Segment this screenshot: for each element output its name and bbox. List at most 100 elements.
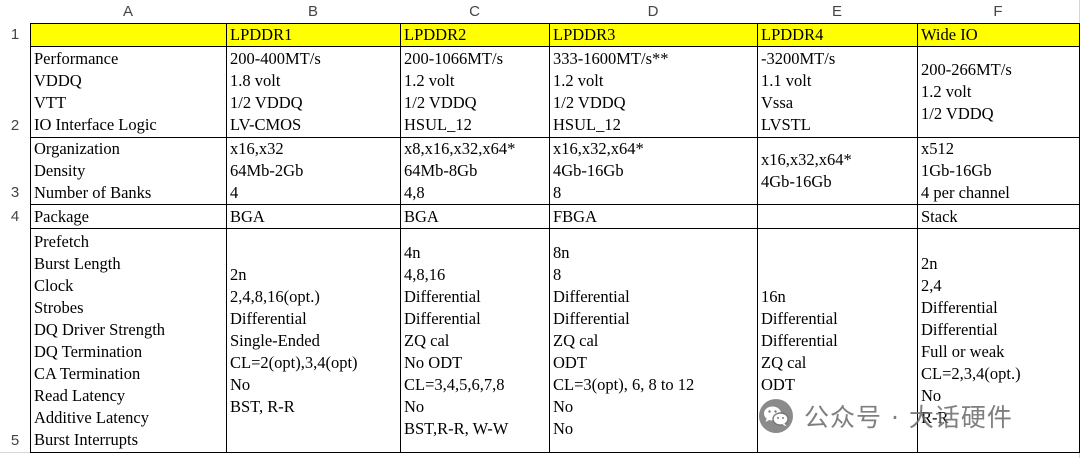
cell-text-line: Vssa bbox=[761, 93, 794, 112]
row-header-1[interactable]: 1 bbox=[0, 23, 31, 47]
cell-text-line: Stack bbox=[921, 206, 958, 226]
cell-text-line: LPDDR1 bbox=[230, 25, 293, 44]
cell-F6[interactable] bbox=[917, 453, 1080, 458]
cell-text-line: 4 bbox=[230, 183, 239, 202]
cell-F5[interactable]: 2n 2,4 Differential Differential Full or… bbox=[917, 228, 1080, 453]
cell-text-line: Differential bbox=[761, 308, 838, 328]
cell-B1[interactable]: LPDDR1 bbox=[226, 23, 401, 47]
cell-text-line: LVSTL bbox=[761, 115, 811, 134]
cell-D2[interactable]: 333-1600MT/s** 1.2 volt 1/2 VDDQ HSUL_12 bbox=[549, 46, 758, 138]
cell-text-line: 16n bbox=[761, 286, 786, 306]
cell-A6[interactable] bbox=[30, 453, 227, 458]
column-header-F[interactable]: F bbox=[917, 0, 1080, 24]
cell-A3[interactable]: Organization Density Number of Banks bbox=[30, 137, 227, 205]
cell-text-line: x16,x32,x64* bbox=[553, 139, 644, 158]
row-header-6[interactable] bbox=[0, 453, 31, 458]
cell-text-line: VDDQ bbox=[34, 71, 82, 90]
row-header-3[interactable]: 3 bbox=[0, 137, 31, 205]
row-header-4[interactable]: 4 bbox=[0, 204, 31, 229]
cell-text-line: 200-400MT/s bbox=[230, 49, 321, 68]
column-header-C[interactable]: C bbox=[400, 0, 550, 24]
cell-text-line: Wide IO bbox=[921, 25, 978, 44]
cell-D5[interactable]: 8n 8 Differential Differential ZQ cal OD… bbox=[549, 228, 758, 453]
cell-B4[interactable]: BGA bbox=[226, 204, 401, 229]
cell-text-line: HSUL_12 bbox=[553, 115, 621, 134]
cell-A5[interactable]: Prefetch Burst Length Clock Strobes DQ D… bbox=[30, 228, 227, 453]
cell-text-line: 333-1600MT/s** bbox=[553, 49, 669, 68]
cell-text-line: IO Interface Logic bbox=[34, 115, 157, 134]
cell-E1[interactable]: LPDDR4 bbox=[757, 23, 918, 47]
cell-text-line: No bbox=[553, 396, 574, 416]
cell-D1[interactable]: LPDDR3 bbox=[549, 23, 758, 47]
cell-text-line: ZQ cal bbox=[404, 330, 450, 350]
row-number: 3 bbox=[10, 184, 20, 201]
cell-F2[interactable]: 200-266MT/s 1.2 volt 1/2 VDDQ bbox=[917, 46, 1080, 138]
cell-text-line: No ODT bbox=[404, 352, 463, 372]
cell-text-line: 4 per channel bbox=[921, 183, 1010, 202]
cell-text-line: ODT bbox=[761, 374, 795, 394]
cell-text-line: Number of Banks bbox=[34, 183, 152, 202]
cell-F1[interactable]: Wide IO bbox=[917, 23, 1080, 47]
row-number: 2 bbox=[10, 117, 20, 134]
cell-text-line: 1/2 VDDQ bbox=[553, 93, 626, 112]
cell-text-line: LPDDR3 bbox=[553, 25, 616, 44]
cell-text-line: Performance bbox=[34, 49, 119, 68]
cell-text-line: 1.2 volt bbox=[553, 71, 604, 90]
cell-text-line: Differential bbox=[921, 297, 998, 317]
cell-E4[interactable] bbox=[757, 204, 918, 229]
cell-A2[interactable]: Performance VDDQ VTT IO Interface Logic bbox=[30, 46, 227, 138]
row-header-2[interactable]: 2 bbox=[0, 46, 31, 138]
row-header-5[interactable]: 5 bbox=[0, 228, 31, 453]
cell-text-line: HSUL_12 bbox=[404, 115, 472, 134]
cell-text-line: 1.2 volt bbox=[404, 71, 455, 90]
cell-C1[interactable]: LPDDR2 bbox=[400, 23, 550, 47]
cell-E3[interactable]: x16,x32,x64* 4Gb-16Gb bbox=[757, 137, 918, 205]
column-header-D[interactable]: D bbox=[549, 0, 758, 24]
cell-text-line: 200-266MT/s bbox=[921, 60, 1012, 79]
cell-text-line: CL=2,3,4(opt.) bbox=[921, 363, 1021, 383]
cell-text-line: 1.8 volt bbox=[230, 71, 281, 90]
cell-A1[interactable] bbox=[30, 23, 227, 47]
cell-text-line: 8n bbox=[553, 242, 570, 262]
cell-F3[interactable]: x512 1Gb-16Gb 4 per channel bbox=[917, 137, 1080, 205]
cell-text-line: CL=3(opt), 6, 8 to 12 bbox=[553, 374, 695, 394]
select-all-corner[interactable] bbox=[0, 0, 31, 24]
cell-C6[interactable] bbox=[400, 453, 550, 458]
cell-text-line: 200-1066MT/s bbox=[404, 49, 503, 68]
cell-A4[interactable]: Package bbox=[30, 204, 227, 229]
cell-B5[interactable]: 2n 2,4,8,16(opt.) Differential Single-En… bbox=[226, 228, 401, 453]
cell-E5[interactable]: 16n Differential Differential ZQ cal ODT bbox=[757, 228, 918, 453]
row-number: 5 bbox=[10, 432, 20, 449]
column-header-A[interactable]: A bbox=[30, 0, 227, 24]
cell-B3[interactable]: x16,x32 64Mb-2Gb 4 bbox=[226, 137, 401, 205]
cell-text-line: Differential bbox=[921, 319, 998, 339]
column-header-B[interactable]: B bbox=[226, 0, 401, 24]
cell-C2[interactable]: 200-1066MT/s 1.2 volt 1/2 VDDQ HSUL_12 bbox=[400, 46, 550, 138]
cell-text-line: VTT bbox=[34, 93, 67, 112]
cell-text-line: 4n bbox=[404, 242, 421, 262]
cell-F4[interactable]: Stack bbox=[917, 204, 1080, 229]
cell-C4[interactable]: BGA bbox=[400, 204, 550, 229]
cell-text-line: 1.1 volt bbox=[761, 71, 812, 90]
cell-B6[interactable] bbox=[226, 453, 401, 458]
cell-E6[interactable] bbox=[757, 453, 918, 458]
cell-text-line: CL=3,4,5,6,7,8 bbox=[404, 374, 505, 394]
cell-text-line: No bbox=[404, 396, 425, 416]
cell-B2[interactable]: 200-400MT/s 1.8 volt 1/2 VDDQ LV-CMOS bbox=[226, 46, 401, 138]
cell-text-line: CL=2(opt),3,4(opt) bbox=[230, 352, 358, 372]
cell-text-line: 4Gb-16Gb bbox=[553, 161, 624, 180]
cell-E2[interactable]: -3200MT/s 1.1 volt Vssa LVSTL bbox=[757, 46, 918, 138]
cell-text-line: 2,4 bbox=[921, 275, 942, 295]
cell-C5[interactable]: 4n 4,8,16 Differential Differential ZQ c… bbox=[400, 228, 550, 453]
column-header-E[interactable]: E bbox=[757, 0, 918, 24]
cell-text-line: R-R bbox=[921, 407, 949, 427]
cell-text-line: Differential bbox=[230, 308, 307, 328]
cell-C3[interactable]: x8,x16,x32,x64* 64Mb-8Gb 4,8 bbox=[400, 137, 550, 205]
cell-D4[interactable]: FBGA bbox=[549, 204, 758, 229]
cell-D6[interactable] bbox=[549, 453, 758, 458]
cell-text-line: BST,R-R, W-W bbox=[404, 418, 509, 438]
cell-text-line: x8,x16,x32,x64* bbox=[404, 139, 516, 158]
cell-D3[interactable]: x16,x32,x64* 4Gb-16Gb 8 bbox=[549, 137, 758, 205]
cell-text-line: Burst Length bbox=[34, 253, 121, 273]
